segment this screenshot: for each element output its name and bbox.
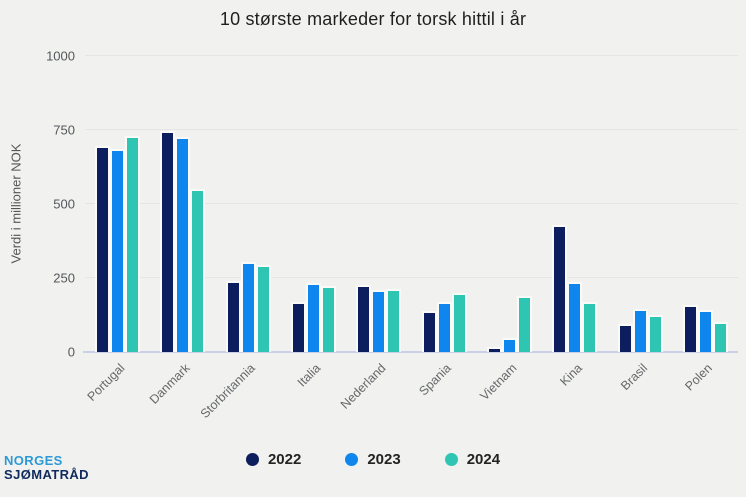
legend-dot-2024: [444, 453, 458, 466]
bar-vietnam-2022[interactable]: [486, 346, 502, 352]
x-axis-label-brasil: Brasil: [617, 361, 650, 394]
bar-vietnam-2023[interactable]: [501, 337, 517, 352]
legend-dot-2022: [245, 453, 259, 466]
bar-nederland-2023[interactable]: [371, 290, 387, 352]
bar-danmark-2023[interactable]: [175, 137, 191, 352]
bar-portugal-2023[interactable]: [110, 149, 126, 352]
bar-group-brasil: Brasil: [617, 56, 663, 393]
x-axis-label-vietnam: Vietnam: [477, 361, 520, 404]
y-tick-label-1000: 1000: [46, 48, 75, 64]
x-axis-label-storbritannia: Storbritannia: [198, 361, 259, 422]
bar-group-italia: Italia: [291, 56, 337, 390]
bar-group-portugal: Portugal: [85, 56, 141, 404]
bar-spania-2024[interactable]: [451, 293, 467, 352]
x-axis-label-nederland: Nederland: [338, 361, 389, 412]
bar-group-storbritannia: Storbritannia: [198, 56, 271, 421]
bar-group-danmark: Danmark: [147, 56, 206, 407]
y-tick-label-750: 750: [53, 122, 75, 138]
y-tick-label-500: 500: [53, 196, 75, 212]
bar-kina-2024[interactable]: [582, 301, 598, 352]
bar-vietnam-2024[interactable]: [516, 295, 532, 352]
bar-brasil-2023[interactable]: [632, 308, 648, 352]
x-axis-label-danmark: Danmark: [147, 361, 193, 407]
bar-italia-2022[interactable]: [291, 301, 307, 352]
bar-portugal-2022[interactable]: [95, 146, 111, 352]
y-axis-title: Verdi i millioner NOK: [8, 143, 24, 264]
plot-area: 0 250 500 750 1000 Portugal Danmark Storbritan…: [46, 49, 738, 421]
bar-nederland-2024[interactable]: [386, 288, 402, 352]
x-axis-label-polen: Polen: [682, 361, 716, 394]
gridline-500: [85, 203, 738, 204]
x-axis-label-kina: Kina: [557, 361, 585, 389]
gridline-1000: [85, 55, 738, 56]
bar-group-kina: Kina: [552, 56, 598, 389]
bar-nederland-2022[interactable]: [356, 284, 372, 352]
logo-line-norges: NORGES: [4, 453, 63, 468]
legend: 2022 2023 2024: [0, 451, 746, 468]
bar-italia-2023[interactable]: [306, 283, 322, 352]
y-tick-label-250: 250: [53, 270, 75, 286]
legend-item-2022[interactable]: 2022: [245, 451, 302, 468]
bar-portugal-2024[interactable]: [125, 135, 141, 352]
bar-spania-2022[interactable]: [421, 310, 437, 352]
bar-italia-2024[interactable]: [321, 286, 337, 352]
chart-title: 10 største markeder for torsk hittil i å…: [219, 9, 527, 29]
bar-polen-2023[interactable]: [697, 310, 713, 352]
bar-polen-2022[interactable]: [682, 305, 698, 352]
bar-brasil-2022[interactable]: [617, 323, 633, 352]
bar-polen-2024[interactable]: [712, 321, 728, 352]
bar-storbritannia-2022[interactable]: [225, 280, 241, 352]
bar-group-vietnam: Vietnam: [477, 56, 532, 403]
x-axis-label-spania: Spania: [416, 361, 455, 399]
bar-kina-2022[interactable]: [552, 224, 568, 352]
bars-area: Portugal Danmark Storbritannia Italia Nederl…: [85, 56, 738, 421]
y-tick-label-0: 0: [67, 344, 75, 360]
norges-sjomatrad-logo: NORGES SJØMATRÅD: [4, 454, 89, 482]
bar-group-spania: Spania: [417, 56, 467, 398]
bar-storbritannia-2024[interactable]: [255, 264, 271, 352]
bar-storbritannia-2023[interactable]: [240, 261, 256, 352]
legend-label-2024: 2024: [466, 451, 501, 468]
legend-item-2023[interactable]: 2023: [345, 451, 401, 468]
gridline-250: [85, 277, 738, 278]
bar-group-polen: Polen: [682, 56, 728, 394]
bar-kina-2023[interactable]: [567, 281, 583, 352]
logo-line-sjomatrad: SJØMATRÅD: [4, 467, 89, 482]
x-axis-label-portugal: Portugal: [84, 361, 128, 404]
legend-dot-2023: [345, 453, 359, 466]
bar-spania-2023[interactable]: [436, 301, 452, 352]
bar-group-nederland: Nederland: [338, 56, 402, 412]
bar-danmark-2022[interactable]: [160, 131, 176, 352]
legend-item-2024[interactable]: 2024: [444, 451, 501, 468]
x-axis-baseline: [83, 351, 738, 353]
legend-label-2023: 2023: [367, 451, 401, 468]
gridline-750: [85, 129, 738, 130]
bar-danmark-2024[interactable]: [190, 188, 206, 352]
x-axis-label-italia: Italia: [294, 361, 324, 390]
bar-brasil-2024[interactable]: [647, 315, 663, 352]
legend-label-2022: 2022: [267, 451, 302, 468]
